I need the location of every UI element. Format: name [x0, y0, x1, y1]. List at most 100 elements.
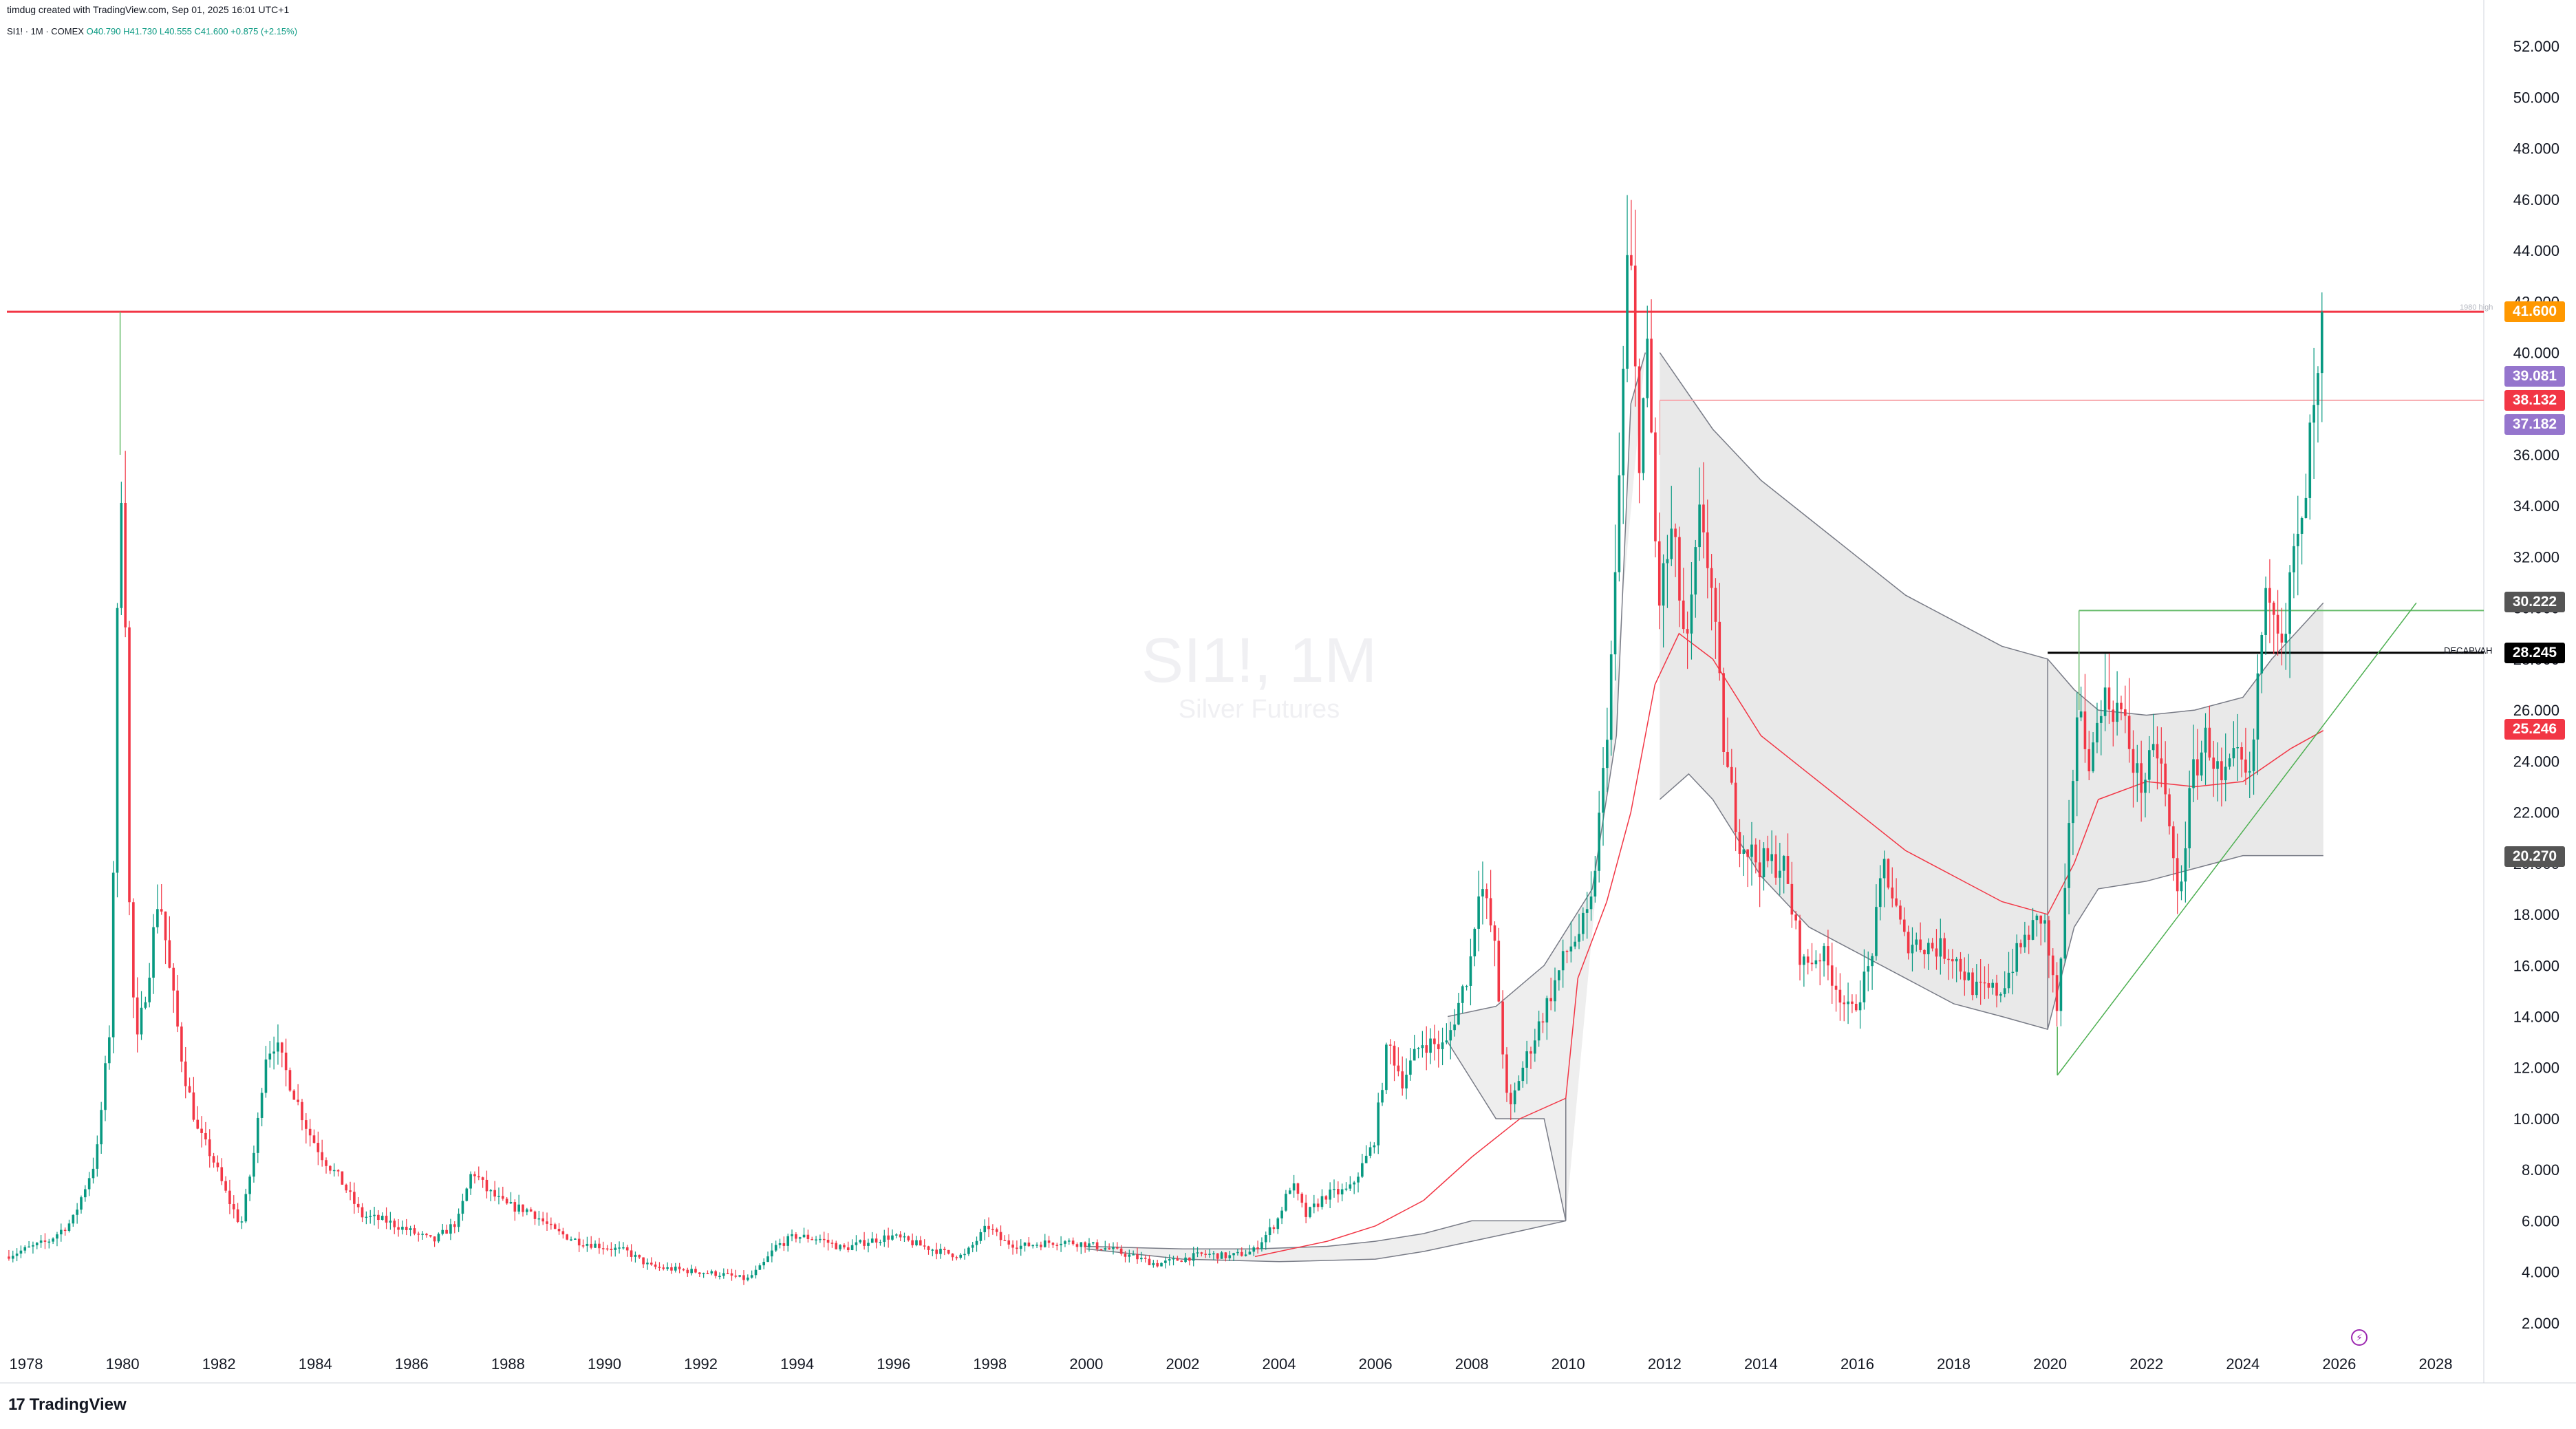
y-tick-label: 50.000 [2513, 89, 2559, 106]
tradingview-logo[interactable]: 17 TradingView [8, 1395, 127, 1415]
symbol-name[interactable]: SI1! · 1M · COMEX [7, 26, 84, 36]
candle-body [1722, 673, 1725, 752]
candle-body [1324, 1196, 1328, 1200]
candle-body [2083, 711, 2087, 749]
x-tick-label: 1994 [780, 1355, 814, 1373]
candle-body [216, 1162, 219, 1168]
candle-body [1381, 1090, 1384, 1103]
candle-body [184, 1061, 187, 1086]
candle-body [2151, 744, 2155, 751]
candle-body [2072, 781, 2074, 824]
candle-body [774, 1245, 777, 1251]
x-tick-label: 2018 [1937, 1355, 1971, 1373]
candle-body [1377, 1102, 1380, 1146]
y-tick-label: 40.000 [2513, 345, 2559, 362]
x-tick-label: 1998 [973, 1355, 1007, 1373]
candle-body [771, 1250, 773, 1257]
candle-body [1300, 1194, 1304, 1203]
candle-body [2268, 588, 2271, 603]
candle-body [1140, 1258, 1143, 1260]
candle-body [1337, 1189, 1340, 1195]
candle-body [2220, 761, 2223, 781]
candle-body [1417, 1048, 1420, 1049]
candle-body [2087, 749, 2091, 772]
candle-body [1774, 854, 1777, 878]
candle-body [2112, 709, 2115, 722]
candle-body [485, 1179, 489, 1192]
candle-body [678, 1267, 681, 1269]
candle-body [2248, 771, 2251, 773]
candle-body [670, 1267, 673, 1271]
candle-body [786, 1236, 790, 1246]
candle-body [240, 1221, 244, 1223]
y-tick-label: 22.000 [2513, 804, 2559, 821]
candle-body [1176, 1258, 1179, 1261]
candle-body [2224, 766, 2227, 781]
candle-body [778, 1243, 782, 1245]
candle-body [15, 1254, 19, 1256]
y-tick-label: 18.000 [2513, 906, 2559, 923]
candle-body [1296, 1183, 1300, 1194]
candle-body [1368, 1147, 1372, 1156]
candle-body [1626, 255, 1629, 369]
vwap-band-2000 [1086, 1221, 1566, 1262]
candle-body [577, 1238, 581, 1246]
candle-body [264, 1059, 268, 1093]
bolt-icon[interactable]: ⚡ [2351, 1329, 2368, 1346]
x-tick-label: 1978 [10, 1355, 43, 1373]
candle-body [1280, 1210, 1283, 1218]
candle-body [1108, 1248, 1110, 1249]
candle-body [1565, 951, 1569, 952]
candle-body [630, 1250, 633, 1257]
candle-body [148, 978, 151, 1002]
candle-body [561, 1231, 565, 1235]
candle-body [971, 1245, 974, 1248]
candle-body [991, 1229, 994, 1230]
candle-body [457, 1214, 460, 1227]
candle-body [1738, 832, 1741, 854]
candle-body [1843, 1002, 1846, 1004]
candle-body [341, 1171, 344, 1185]
candle-body [1806, 956, 1810, 963]
candle-body [380, 1216, 384, 1221]
candle-body [196, 1119, 200, 1129]
candle-body [52, 1238, 54, 1242]
candle-body [650, 1263, 653, 1265]
x-tick-label: 1980 [106, 1355, 140, 1373]
y-tick-label: 32.000 [2513, 548, 2559, 566]
candle-body [614, 1247, 617, 1250]
candle-body [39, 1240, 43, 1243]
candle-body [1915, 939, 1918, 945]
candle-body [1164, 1260, 1167, 1263]
candle-body [1437, 1044, 1440, 1049]
candle-body [1875, 907, 1878, 956]
candle-body [1364, 1155, 1368, 1163]
candle-body [2156, 744, 2159, 759]
candle-body [722, 1273, 725, 1276]
candle-body [1959, 958, 1962, 972]
candle-body [1714, 588, 1717, 622]
candle-body [329, 1165, 332, 1171]
candle-body [915, 1240, 918, 1245]
candle-body [1983, 982, 1986, 984]
x-tick-label: 2006 [1359, 1355, 1393, 1373]
candle-body [642, 1257, 645, 1265]
candle-body [634, 1254, 637, 1257]
candle-body [2035, 915, 2039, 921]
candle-body [2196, 759, 2199, 776]
candle-body [706, 1273, 709, 1274]
y-tick-label: 2.000 [2522, 1315, 2559, 1332]
candle-body [2144, 780, 2147, 793]
x-tick-label: 2004 [1263, 1355, 1296, 1373]
candle-body [762, 1262, 766, 1266]
support-trendline [2057, 602, 2417, 1076]
candle-body [819, 1238, 822, 1240]
y-tick-label: 26.000 [2513, 702, 2559, 719]
candle-body [2107, 687, 2111, 710]
candle-body [2184, 848, 2187, 882]
candle-body [738, 1275, 741, 1277]
candle-body [1268, 1227, 1271, 1236]
candle-body [1746, 849, 1749, 857]
candle-body [710, 1271, 713, 1274]
